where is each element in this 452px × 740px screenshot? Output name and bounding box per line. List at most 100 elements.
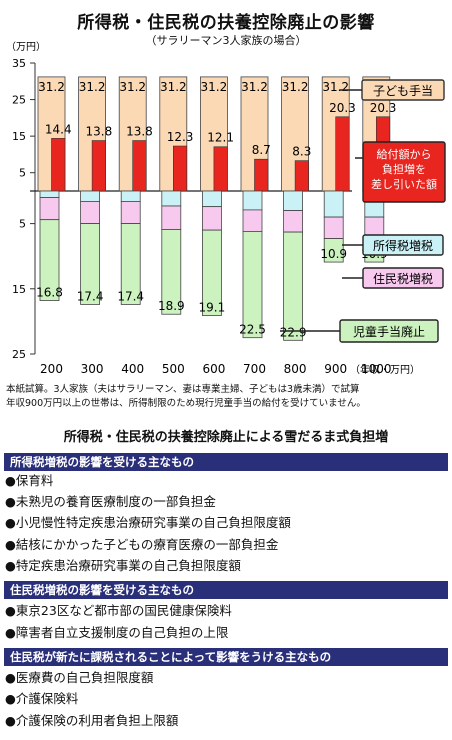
bar-jumin	[80, 201, 100, 225]
data-label-net: 13.8	[126, 125, 153, 139]
y-tick-label: 25	[12, 348, 26, 361]
data-label-total-burden: 22.5	[239, 323, 266, 337]
data-label-net: 8.3	[292, 145, 311, 159]
bar-jido	[120, 223, 141, 305]
data-label-net: 12.3	[167, 130, 194, 144]
bar-jumin	[161, 205, 182, 230]
section-heading-jumin: 住民税増税の影響を受ける主なもの	[4, 581, 448, 599]
y-tick-label: 25	[12, 94, 26, 107]
bar-net	[51, 138, 66, 192]
data-label-kodomo: 31.2	[322, 80, 349, 94]
x-tick-label: 1000	[361, 362, 392, 376]
list-item: ●特定疾患治療研究事業の自己負担限度額	[5, 558, 241, 573]
chart-title: 所得税・住民税の扶養控除廃止の影響	[77, 13, 375, 33]
list-item: ●保育料	[5, 473, 54, 488]
note-line: 年収900万円以上の世帯は、所得制限のため現行児童手当の給付を受けていません。	[6, 398, 366, 409]
bar-shotoku	[39, 190, 60, 198]
legend-label-jumin: 住民税増税	[373, 272, 433, 286]
bar-net	[91, 140, 106, 192]
bar-jumin	[120, 201, 141, 225]
y-tick-label: 35	[12, 57, 26, 70]
data-label-net: 12.1	[207, 131, 234, 145]
bar-jido	[201, 229, 222, 316]
data-label-kodomo: 31.2	[241, 80, 268, 94]
bar-jido	[283, 231, 304, 341]
data-label-total-burden: 17.4	[77, 289, 104, 303]
bar-net	[173, 145, 188, 192]
legend-label-net: 給付額から負担増を差し引いた額	[371, 147, 437, 191]
bar-net	[294, 160, 309, 192]
bar-jumin	[323, 216, 344, 239]
section-heading-new-tax: 住民税が新たに課税されることによって影響をうける主なもの	[4, 648, 448, 666]
x-tick-label: 200	[40, 362, 63, 376]
y-tick-label: 5	[19, 167, 26, 180]
list-title: 所得税・住民税の扶養控除廃止による雪だるま式負担増	[63, 430, 389, 445]
bar-jido	[323, 238, 344, 263]
x-unit-label: （年収・万円）	[350, 363, 420, 376]
x-tick-label: 600	[202, 362, 225, 376]
bar-jido	[161, 229, 182, 315]
burden-chart: （万円） （年収・万円） 35 25 15 5 5 15 25 31.2 14.4 16.8 200 31…	[6, 41, 446, 376]
list-item: ●東京23区など都市部の国民健康保険料	[5, 603, 232, 618]
section-heading-shotoku: 所得税増税の影響を受ける主なもの	[4, 453, 448, 471]
bar-shotoku	[80, 190, 100, 202]
x-tick-label: 500	[162, 362, 185, 376]
data-label-kodomo: 31.2	[160, 80, 187, 94]
list-item: ●小児慢性特定疾患治療研究事業の自己負担限度額	[5, 515, 291, 530]
legend-label-kodomo: 子ども手当	[373, 84, 433, 98]
legend-label-shotoku: 所得税増税	[373, 238, 433, 253]
data-label-kodomo: 31.2	[119, 80, 146, 94]
data-label-net: 20.3	[329, 101, 356, 115]
note-line: 本紙試算。3人家族（夫はサラリーマン、妻は専業主婦、子どもは3歳未満）で試算	[6, 384, 360, 395]
data-label-total-burden: 10.9	[320, 247, 347, 261]
bar-jumin	[201, 206, 222, 231]
list-item: ●結核にかかった子どもの療育医療の一部負担金	[5, 537, 279, 552]
data-label-kodomo: 31.2	[38, 80, 65, 94]
legend-box-net	[362, 141, 446, 203]
list-item: ●医療費の自己負担限度額	[5, 670, 154, 685]
list-item: ●障害者自立支援制度の自己負担の上限	[5, 625, 229, 640]
data-label-net: 13.8	[85, 125, 112, 139]
bar-net	[254, 158, 269, 192]
bar-shotoku	[120, 190, 141, 202]
bar-jumin	[242, 209, 263, 232]
data-label-net: 20.3	[370, 101, 397, 115]
bar-net	[213, 146, 228, 192]
bar-shotoku	[323, 190, 344, 218]
data-label-kodomo: 31.2	[282, 80, 309, 94]
data-label-kodomo: 31.2	[201, 80, 228, 94]
data-label-total-burden: 16.8	[36, 286, 63, 300]
list-item: ●介護保険料	[5, 691, 79, 706]
bar-jido	[242, 231, 263, 339]
list-item: ●介護保険の利用者負担上限額	[5, 713, 179, 728]
y-tick-label: 15	[12, 283, 26, 296]
data-label-net: 14.4	[45, 122, 72, 136]
bar-jumin	[283, 210, 304, 233]
bar-jido	[39, 219, 60, 301]
bar-net	[132, 140, 147, 192]
data-label-total-burden: 19.1	[199, 301, 226, 315]
chart-subtitle: （サラリーマン3人家族の場合）	[145, 34, 307, 47]
legend-label-jido: 児童手当廃止	[353, 324, 425, 339]
bar-shotoku	[242, 190, 263, 211]
list-item: ●未熟児の養育医療制度の一部負担金	[5, 494, 216, 509]
bar-jumin	[39, 197, 60, 221]
y-tick-label: 5	[19, 218, 26, 231]
x-tick-label: 900	[324, 362, 347, 376]
bar-shotoku	[201, 190, 222, 208]
x-tick-label: 300	[81, 362, 104, 376]
data-label-total-burden: 22.9	[280, 325, 307, 339]
y-tick-label: 15	[12, 130, 26, 143]
bar-shotoku	[161, 190, 182, 207]
y-unit-label: （万円）	[6, 41, 46, 53]
data-label-total-burden: 18.9	[158, 299, 185, 313]
bar-net	[335, 116, 350, 192]
notes: 本紙試算。3人家族（夫はサラリーマン、妻は専業主婦、子どもは3歳未満）で試算 年…	[6, 383, 450, 411]
bar-shotoku	[283, 190, 304, 211]
data-label-net: 8.7	[252, 143, 271, 157]
x-tick-label: 800	[284, 362, 307, 376]
bar-jido	[80, 223, 100, 305]
data-label-kodomo: 31.2	[79, 80, 106, 94]
data-label-total-burden: 17.4	[117, 289, 144, 303]
x-tick-label: 700	[243, 362, 266, 376]
